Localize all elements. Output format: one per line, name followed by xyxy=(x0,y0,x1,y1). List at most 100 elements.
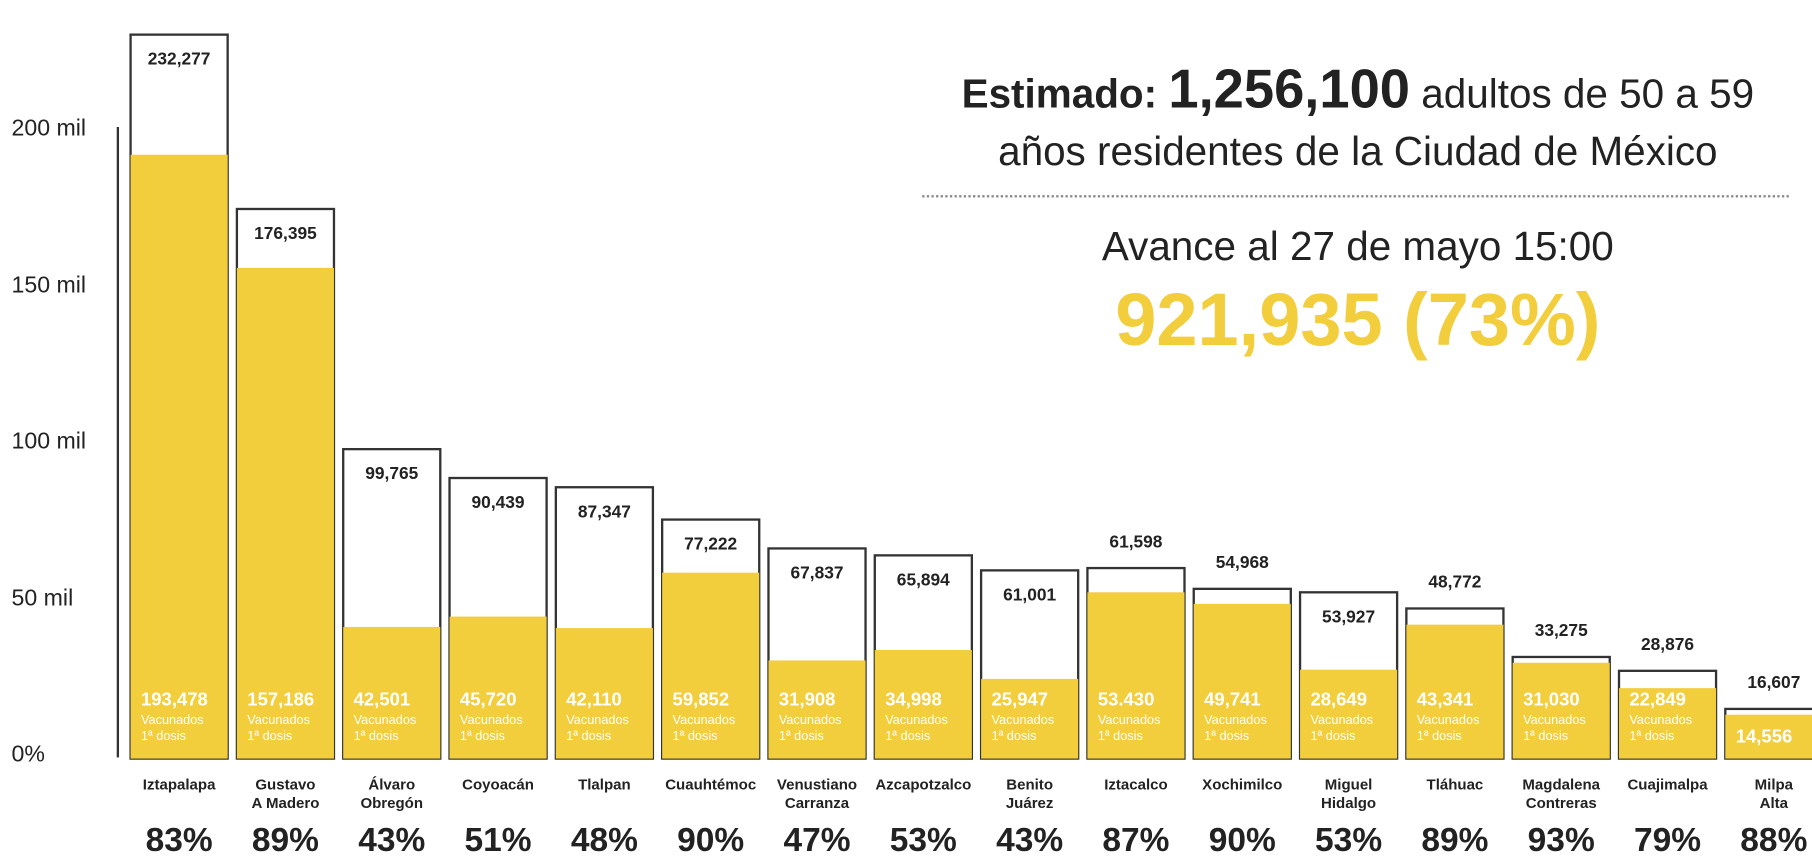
estimate-label: 232,277 xyxy=(147,49,211,70)
x-tick-label: Miguel Hidalgo xyxy=(1321,775,1377,812)
estimate-label: 77,222 xyxy=(684,534,738,555)
percent-label: 79% xyxy=(1633,822,1702,860)
y-tick-label: 100 mil xyxy=(11,429,87,455)
estimate-label: 67,837 xyxy=(790,563,844,584)
fill-note: 1ª dosis xyxy=(672,729,718,744)
percent-label: 87% xyxy=(1102,822,1170,860)
vaccinated-bar xyxy=(662,572,760,759)
fill-note: Vacunados xyxy=(1097,713,1161,728)
fill-note: 1ª dosis xyxy=(991,729,1037,744)
vaccinated-label: 28,649 xyxy=(1310,690,1368,711)
y-tick-label: 0% xyxy=(11,741,45,768)
vaccinated-bar xyxy=(1087,592,1185,759)
vaccinated-label: 193,478 xyxy=(140,690,208,711)
fill-note: Vacunados xyxy=(1416,713,1480,728)
estimate-label: 90,439 xyxy=(471,493,525,513)
vaccinated-bar xyxy=(130,154,228,759)
estimate-label: 61,598 xyxy=(1109,532,1163,553)
percent-label: 90% xyxy=(677,822,745,860)
estimate-label: 65,894 xyxy=(896,569,950,590)
x-tick-label: Milpa Alta xyxy=(1754,775,1794,812)
y-tick-label: 200 mil xyxy=(11,116,87,142)
percent-label: 83% xyxy=(145,822,213,860)
percent-label: 43% xyxy=(358,822,426,860)
estimate-label: 16,607 xyxy=(1747,673,1801,693)
x-tick-label: Álvaro Obregón xyxy=(360,775,424,812)
fill-note: 1ª dosis xyxy=(353,729,399,744)
vaccinated-label: 157,186 xyxy=(247,690,315,711)
estimate-label: 53,927 xyxy=(1322,607,1376,627)
x-tick-label: Tláhuac xyxy=(1426,775,1484,794)
percent-label: 47% xyxy=(783,822,851,860)
percent-label: 53% xyxy=(1315,822,1383,860)
vaccinated-label: 43,341 xyxy=(1416,690,1474,711)
vaccinated-bar xyxy=(236,268,334,759)
title-block: Estimado: 1,256,100 adultos de 50 a 59 a… xyxy=(924,57,1791,181)
subtitle: Avance al 27 de mayo 15:00 xyxy=(1101,223,1614,270)
x-tick-label: Xochimilco xyxy=(1202,775,1283,794)
estimate-label: 54,968 xyxy=(1215,553,1269,573)
fill-note: 1ª dosis xyxy=(1097,729,1143,744)
x-tick-label: Magdalena Contreras xyxy=(1522,775,1601,812)
percent-label: 53% xyxy=(889,822,957,860)
estimate-label: 33,275 xyxy=(1534,621,1588,641)
vaccinated-bar xyxy=(555,628,653,759)
x-tick-label: Iztapalapa xyxy=(142,775,216,794)
vaccinated-label: 25,947 xyxy=(991,690,1049,711)
vaccinated-bar xyxy=(1406,624,1504,759)
vaccinated-label: 34,998 xyxy=(885,690,942,711)
fill-note: 1ª dosis xyxy=(140,729,186,744)
percent-label: 89% xyxy=(251,822,319,860)
vaccinated-label: 42,110 xyxy=(566,690,622,711)
vaccinated-bar xyxy=(343,626,441,759)
vaccinated-bar xyxy=(1725,714,1812,759)
vaccinated-label: 53.430 xyxy=(1097,690,1155,711)
fill-note: Vacunados xyxy=(991,713,1055,728)
estimate-label: 61,001 xyxy=(1003,585,1057,605)
estimate-label: 48,772 xyxy=(1428,572,1482,593)
title-rest: adultos de 50 a 59 años residentes de la… xyxy=(998,71,1755,175)
fill-note: Vacunados xyxy=(353,713,417,728)
percent-label: 43% xyxy=(996,822,1064,860)
y-axis-line xyxy=(116,127,120,758)
vaccinated-bar xyxy=(768,659,866,759)
progress: 921,935 (73%) xyxy=(1115,278,1601,362)
vaccinated-label: 22,849 xyxy=(1629,690,1686,711)
x-tick-label: Tlalpan xyxy=(578,775,631,794)
x-tick-label: Iztacalco xyxy=(1104,775,1168,794)
vaccinated-bar xyxy=(874,650,972,759)
estimate-label: 176,395 xyxy=(254,224,317,244)
fill-note: Vacunados xyxy=(1629,713,1693,728)
vaccinated-bar xyxy=(1193,604,1291,759)
fill-note: 1ª dosis xyxy=(1310,729,1356,744)
vaccinated-label: 31,030 xyxy=(1523,690,1580,711)
vaccinated-bar xyxy=(1618,688,1717,759)
vaccinated-label: 42,501 xyxy=(353,690,411,711)
vaccinated-bar xyxy=(449,616,547,759)
fill-note: 1ª dosis xyxy=(1416,729,1462,744)
vaccinated-bar xyxy=(1300,670,1398,759)
x-tick-label: Venustiano Carranza xyxy=(776,775,858,812)
x-tick-label: Coyoacán xyxy=(462,775,534,794)
percent-label: 48% xyxy=(570,822,638,860)
x-tick-label: Gustavo A Madero xyxy=(251,775,320,812)
fill-note: Vacunados xyxy=(140,713,204,728)
fill-note: Vacunados xyxy=(672,713,736,728)
vaccinated-label: 14,556 xyxy=(1735,727,1793,748)
vaccinated-label: 59,852 xyxy=(672,690,730,711)
title-highlight: 1,256,100 xyxy=(1168,57,1410,119)
fill-note: 1ª dosis xyxy=(459,729,505,744)
fill-note: 1ª dosis xyxy=(778,729,824,744)
fill-note: 1ª dosis xyxy=(566,729,612,744)
fill-note: Vacunados xyxy=(778,713,842,728)
fill-note: Vacunados xyxy=(885,713,948,728)
fill-note: 1ª dosis xyxy=(1629,729,1675,744)
x-tick-label: Cuauhtémoc xyxy=(665,775,757,794)
percent-label: 51% xyxy=(464,822,532,860)
vaccinated-bar xyxy=(981,678,1079,759)
y-tick-label: 50 mil xyxy=(11,585,74,611)
fill-note: Vacunados xyxy=(1310,713,1374,728)
x-tick-label: Cuajimalpa xyxy=(1627,775,1708,794)
vaccinated-bar xyxy=(1512,662,1610,759)
